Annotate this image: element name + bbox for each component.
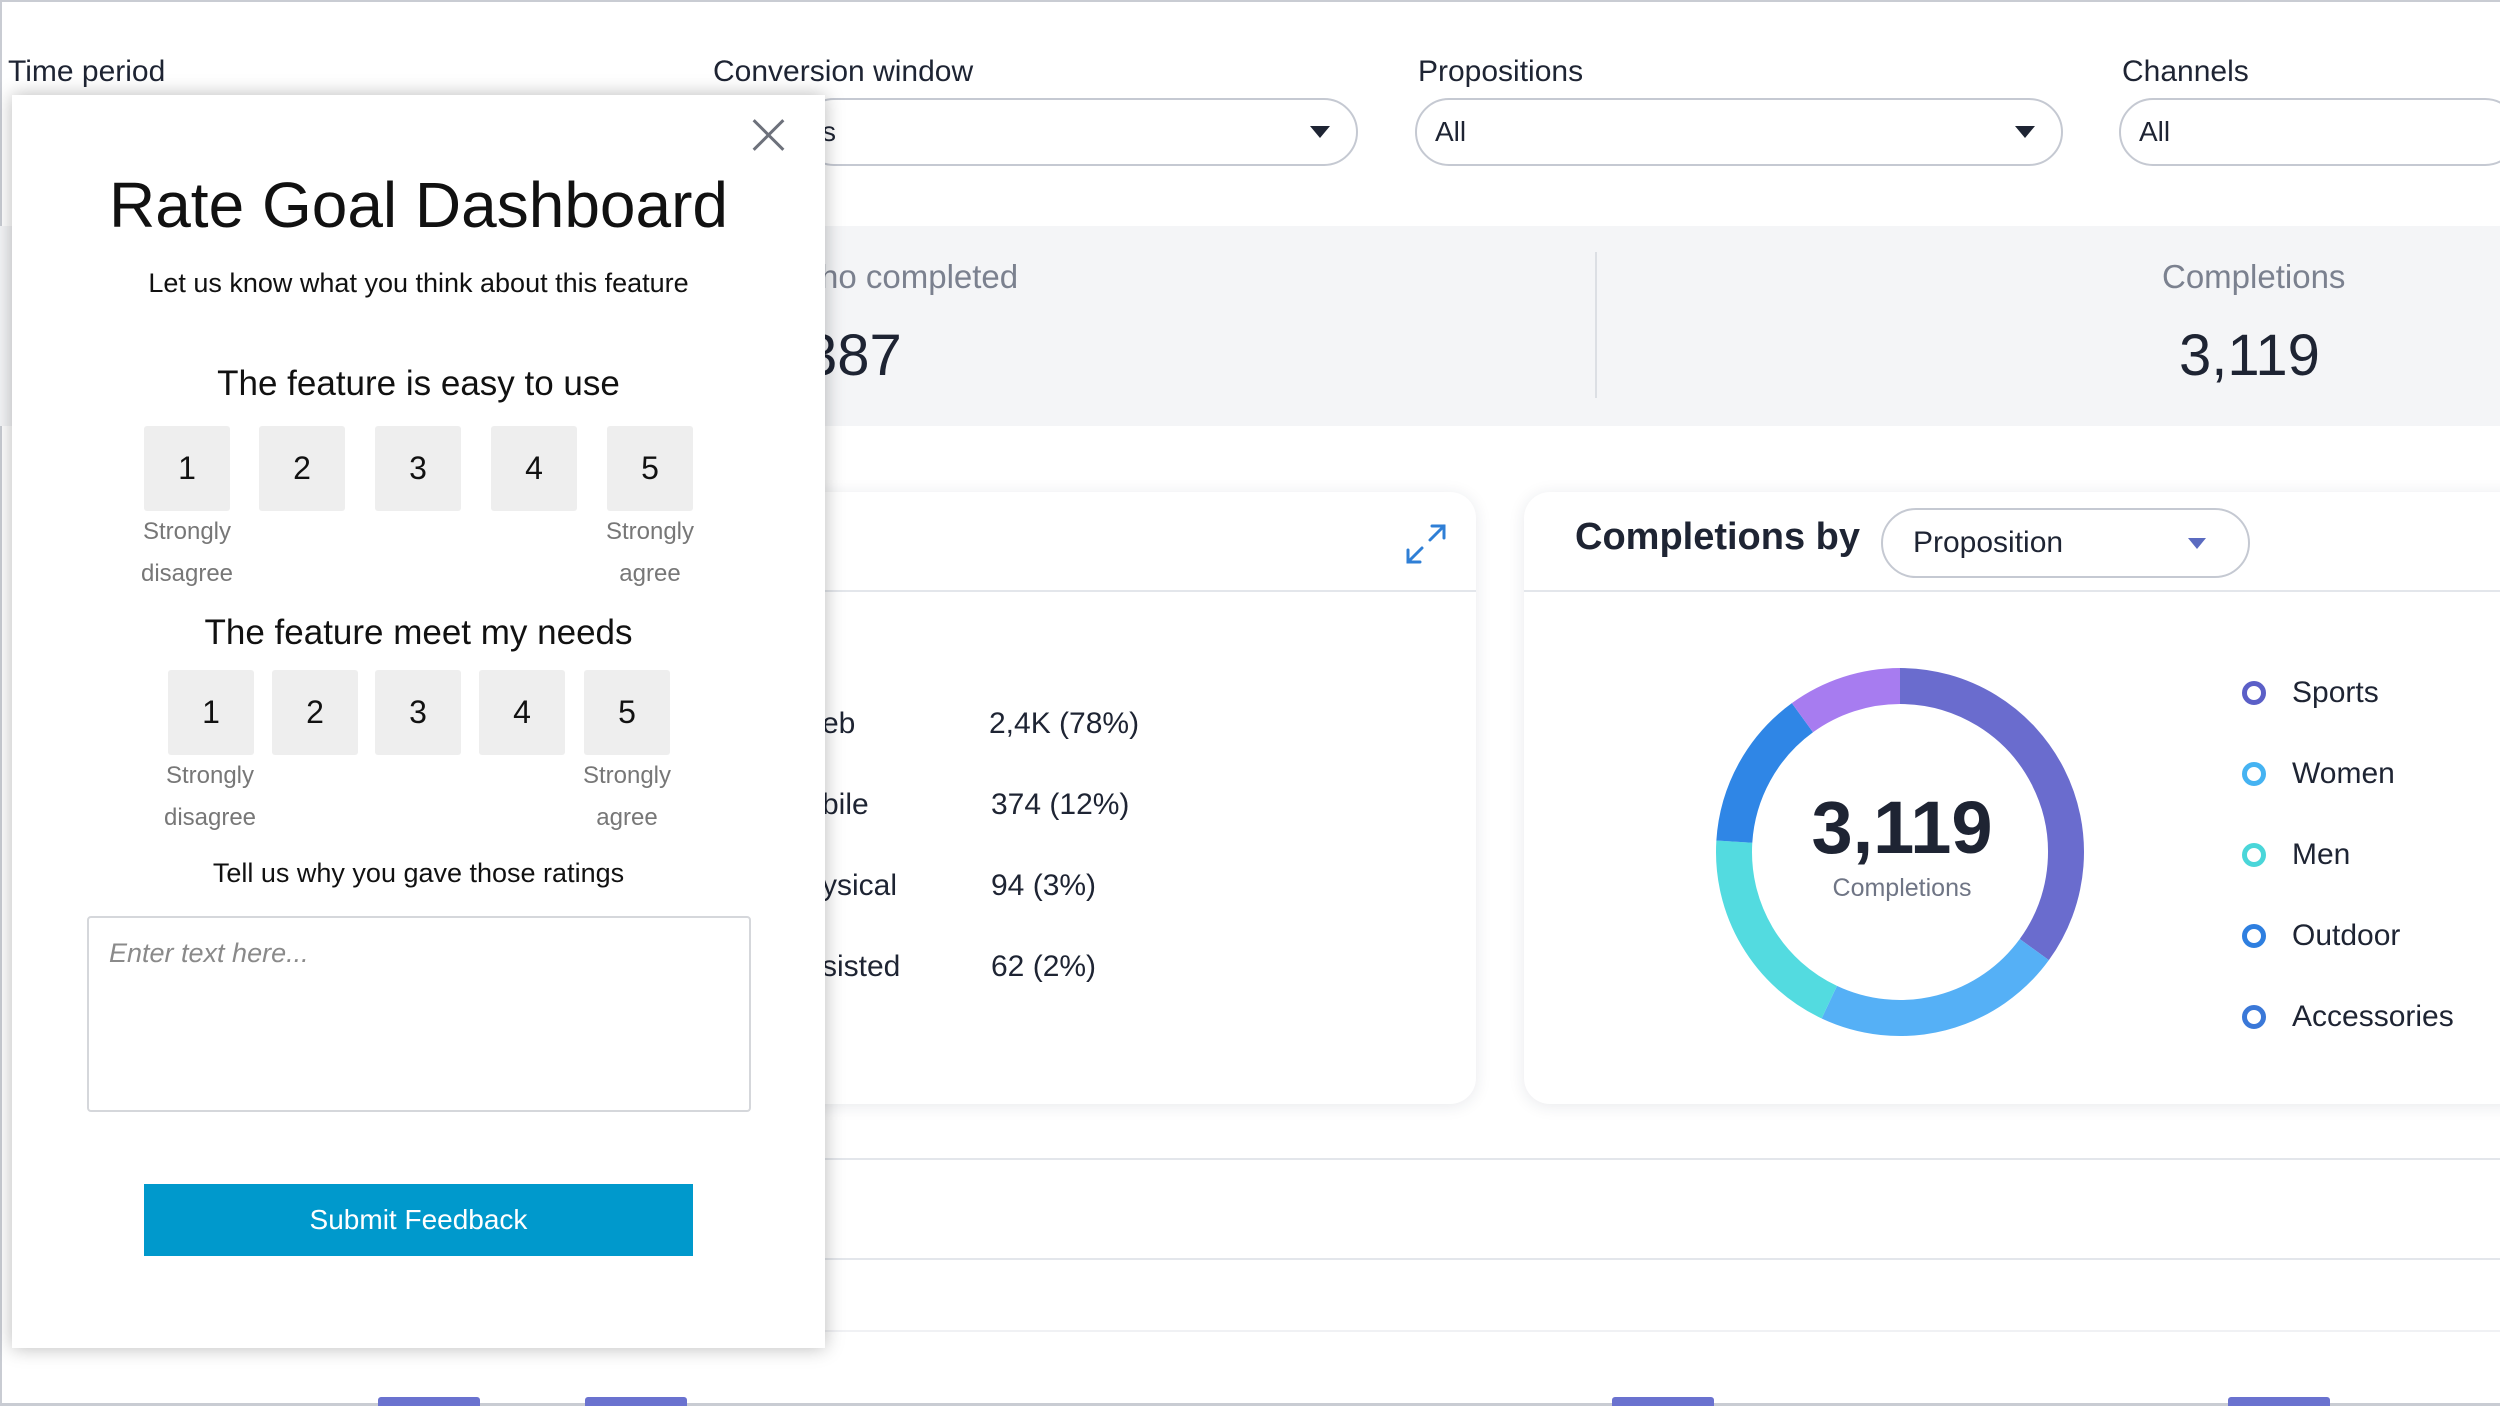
completions-donut-chart [1716, 668, 2084, 1036]
question-ease-of-use: The feature is easy to use [217, 364, 620, 403]
section-divider [820, 1330, 2500, 1332]
caption-agree: agree [596, 804, 658, 831]
completions-by-dimension-value: Proposition [1913, 526, 2064, 559]
rating-q2-option-4[interactable]: 4 [479, 670, 565, 755]
channels-select[interactable]: All [2119, 98, 2500, 166]
channel-row-label: bile [822, 788, 869, 821]
chart-bar [378, 1397, 480, 1406]
legend-label: Accessories [2292, 1000, 2454, 1033]
section-divider [820, 1158, 2500, 1160]
chevron-down-icon [2015, 126, 2035, 138]
chevron-down-icon [1310, 126, 1330, 138]
frame-border-left [0, 0, 2, 1406]
rating-q2-option-2[interactable]: 2 [272, 670, 358, 755]
scale-caption: Strongly agree [580, 511, 720, 595]
scale-caption: Strongly disagree [140, 755, 280, 839]
channel-row-label: sisted [822, 950, 901, 983]
legend-label: Women [2292, 757, 2395, 790]
question-meets-needs: The feature meet my needs [204, 613, 633, 652]
channel-row-value: 94 (3%) [991, 869, 1097, 902]
chart-bar [2228, 1397, 2330, 1406]
channels-filter: Channels [2122, 54, 2249, 90]
legend-marker-icon [2242, 1005, 2266, 1029]
who-completed-label: ho completed [820, 258, 1019, 295]
feedback-textarea[interactable] [87, 916, 751, 1112]
legend-label: Outdoor [2292, 919, 2401, 952]
completions-by-title: Completions by [1575, 516, 1861, 558]
completions-by-dimension-select[interactable]: Proposition [1881, 508, 2250, 578]
propositions-select[interactable]: All [1415, 98, 2063, 166]
donut-total-label: Completions [1832, 874, 1972, 902]
card-header-divider [620, 590, 1476, 592]
legend-label: Sports [2292, 676, 2379, 709]
caption-disagree: disagree [140, 560, 234, 587]
submit-feedback-button[interactable]: Submit Feedback [144, 1184, 693, 1256]
modal-title: Rate Goal Dashboard [108, 169, 729, 241]
donut-total-value: 3,119 [1811, 786, 1993, 869]
caption-strongly: Strongly [605, 518, 695, 545]
legend-marker-icon [2242, 843, 2266, 867]
donut-segment [1791, 668, 1901, 733]
channel-row-value: 2,4K (78%) [989, 707, 1140, 740]
channels-value: All [2139, 116, 2171, 147]
chevron-down-icon [2188, 538, 2206, 549]
propositions-value: All [1435, 116, 1467, 147]
caption-strongly: Strongly [142, 518, 232, 545]
stat-divider [1595, 252, 1597, 398]
card-header-divider [1524, 590, 2500, 592]
donut-segment [1821, 938, 2049, 1036]
close-icon[interactable] [746, 112, 792, 158]
frame-border-top [0, 0, 2500, 2]
scale-caption: Strongly disagree [117, 511, 257, 595]
caption-strongly: Strongly [165, 762, 255, 789]
legend-marker-icon [2242, 924, 2266, 948]
rating-q1-option-4[interactable]: 4 [491, 426, 577, 511]
feedback-prompt: Tell us why you gave those ratings [212, 858, 625, 888]
donut-segment [1716, 703, 1814, 844]
conversion-window-select[interactable]: s [800, 98, 1358, 166]
conversion-window-label: Conversion window [713, 55, 974, 88]
expand-icon[interactable] [1404, 522, 1448, 566]
conversion-window-filter: Conversion window [713, 54, 973, 90]
propositions-label: Propositions [1418, 55, 1584, 88]
completions-by-card [1524, 492, 2500, 1104]
donut-center: 3,119 Completions [1712, 786, 2092, 903]
caption-strongly: Strongly [582, 762, 672, 789]
donut-segment [1716, 840, 1838, 1019]
section-divider [820, 1258, 2500, 1260]
chart-bar [1612, 1397, 1714, 1406]
completions-value: 3,119 [2179, 323, 2320, 388]
donut-segment [1899, 668, 2084, 961]
legend-label: Men [2292, 838, 2351, 871]
legend-marker-icon [2242, 762, 2266, 786]
modal-subtitle: Let us know what you think about this fe… [148, 268, 689, 298]
completions-label: Completions [2162, 258, 2346, 295]
rating-q1-option-1[interactable]: 1 [144, 426, 230, 511]
rating-q2-option-3[interactable]: 3 [375, 670, 461, 755]
channels-label: Channels [2122, 55, 2249, 88]
rating-q2-option-5[interactable]: 5 [584, 670, 670, 755]
propositions-filter: Propositions [1418, 54, 1583, 90]
channel-row-value: 374 (12%) [991, 788, 1130, 821]
rating-q2-option-1[interactable]: 1 [168, 670, 254, 755]
rating-q1-option-2[interactable]: 2 [259, 426, 345, 511]
channel-row-label: eb [822, 707, 856, 740]
rating-q1-option-5[interactable]: 5 [607, 426, 693, 511]
chart-bar [585, 1397, 687, 1406]
channel-row-value: 62 (2%) [991, 950, 1097, 983]
scale-caption: Strongly agree [557, 755, 697, 839]
caption-disagree: disagree [163, 804, 257, 831]
channel-row-label: ysical [822, 869, 898, 902]
caption-agree: agree [619, 560, 681, 587]
time-period-filter: Time period [8, 54, 165, 90]
time-period-label: Time period [8, 55, 166, 88]
rating-q1-option-3[interactable]: 3 [375, 426, 461, 511]
frame-border-bottom [0, 1403, 2500, 1406]
legend-marker-icon [2242, 681, 2266, 705]
conversion-window-value: s [822, 116, 836, 147]
